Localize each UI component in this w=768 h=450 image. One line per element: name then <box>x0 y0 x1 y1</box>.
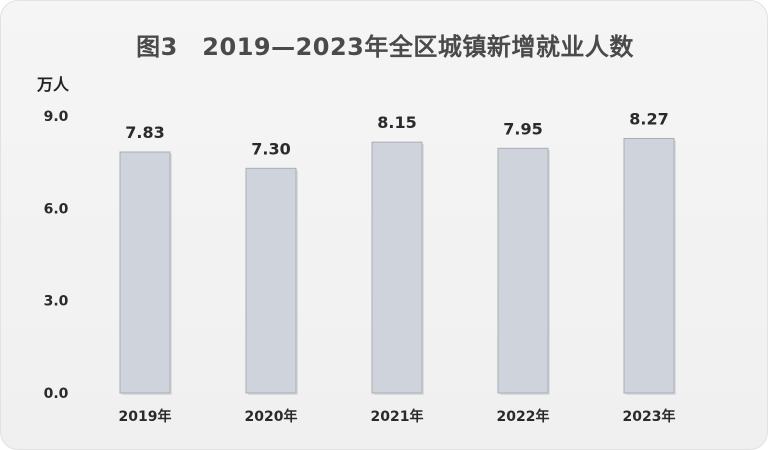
bar <box>623 137 675 394</box>
bar-value-label: 7.83 <box>125 123 164 142</box>
bar-value-label: 8.27 <box>629 109 668 128</box>
y-tick-label: 3.0 <box>44 294 69 310</box>
bar <box>371 141 423 394</box>
x-category-label: 2020年 <box>245 408 298 425</box>
x-category-label: 2023年 <box>623 408 676 425</box>
x-category-label: 2019年 <box>119 408 172 425</box>
x-category-label: 2021年 <box>371 408 424 425</box>
bar-value-label: 8.15 <box>377 113 416 132</box>
y-tick-label: 9.0 <box>44 109 69 125</box>
bar <box>119 151 171 394</box>
bar <box>497 147 549 394</box>
x-category-label: 2022年 <box>497 408 550 425</box>
y-tick-label: 0.0 <box>44 386 69 402</box>
y-axis-unit-label: 万人 <box>37 75 70 94</box>
bar-value-label: 7.95 <box>503 119 542 138</box>
bar <box>245 167 297 394</box>
y-tick-label: 6.0 <box>44 201 69 217</box>
chart-title: 图3 2019—2023年全区城镇新增就业人数 <box>136 33 634 61</box>
bar-value-label: 7.30 <box>251 139 290 158</box>
